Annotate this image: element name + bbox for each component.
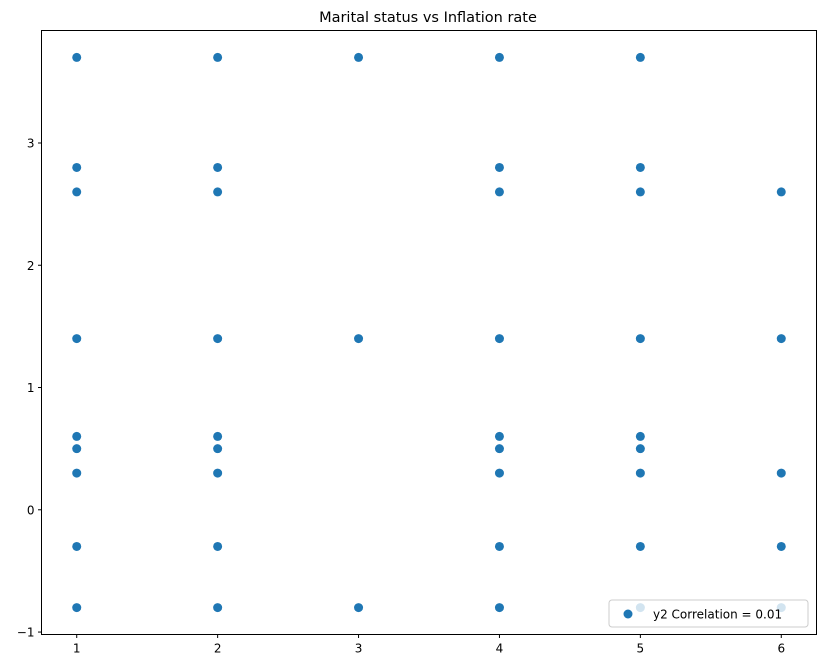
x-tick-label: 2 (214, 642, 222, 656)
data-point (635, 431, 645, 441)
plot-area-frame (41, 30, 817, 635)
chart-title: Marital status vs Inflation rate (319, 10, 537, 26)
data-point (72, 603, 82, 613)
x-tick-label: 4 (496, 642, 504, 656)
data-point (635, 468, 645, 478)
y-tick-label: 3 (27, 136, 35, 150)
x-tick-label: 5 (637, 642, 645, 656)
data-point (494, 334, 504, 344)
x-tick-label: 6 (777, 642, 785, 656)
y-axis: −1 0 1 2 3 (17, 136, 42, 640)
data-point (776, 468, 786, 478)
data-point (72, 541, 82, 551)
data-point (776, 334, 786, 344)
legend: y2 Correlation = 0.01 (608, 599, 809, 628)
data-point (72, 468, 82, 478)
y-tick-label: 1 (27, 381, 35, 395)
x-tick-label: 1 (73, 642, 81, 656)
data-point (213, 334, 223, 344)
legend-marker (623, 609, 633, 619)
data-point (72, 187, 82, 197)
x-axis: 1 2 3 4 5 6 (73, 634, 785, 656)
data-point (635, 444, 645, 454)
data-point (213, 52, 223, 62)
data-point (213, 444, 223, 454)
data-point (635, 52, 645, 62)
data-point (72, 431, 82, 441)
data-point (776, 541, 786, 551)
data-point (213, 187, 223, 197)
data-point (494, 187, 504, 197)
data-point (72, 52, 82, 62)
data-point (494, 162, 504, 172)
data-point (635, 187, 645, 197)
data-point (213, 603, 223, 613)
data-point (213, 468, 223, 478)
y-tick-label: 2 (27, 259, 35, 273)
data-point (635, 334, 645, 344)
x-tick-label: 3 (355, 642, 363, 656)
data-points-layer (72, 52, 786, 613)
data-point (354, 334, 364, 344)
data-point (72, 162, 82, 172)
data-point (494, 52, 504, 62)
y-tick-label: 0 (27, 503, 35, 517)
legend-box (608, 599, 809, 628)
data-point (635, 162, 645, 172)
y-tick-label: −1 (17, 626, 35, 640)
data-point (635, 541, 645, 551)
data-point (776, 187, 786, 197)
data-point (494, 431, 504, 441)
data-point (494, 541, 504, 551)
data-point (494, 603, 504, 613)
data-point (494, 468, 504, 478)
legend-label: y2 Correlation = 0.01 (653, 608, 782, 622)
data-point (494, 444, 504, 454)
data-point (213, 431, 223, 441)
data-point (354, 52, 364, 62)
data-point (72, 444, 82, 454)
data-point (213, 541, 223, 551)
data-point (213, 162, 223, 172)
data-point (72, 334, 82, 344)
data-point (354, 603, 364, 613)
